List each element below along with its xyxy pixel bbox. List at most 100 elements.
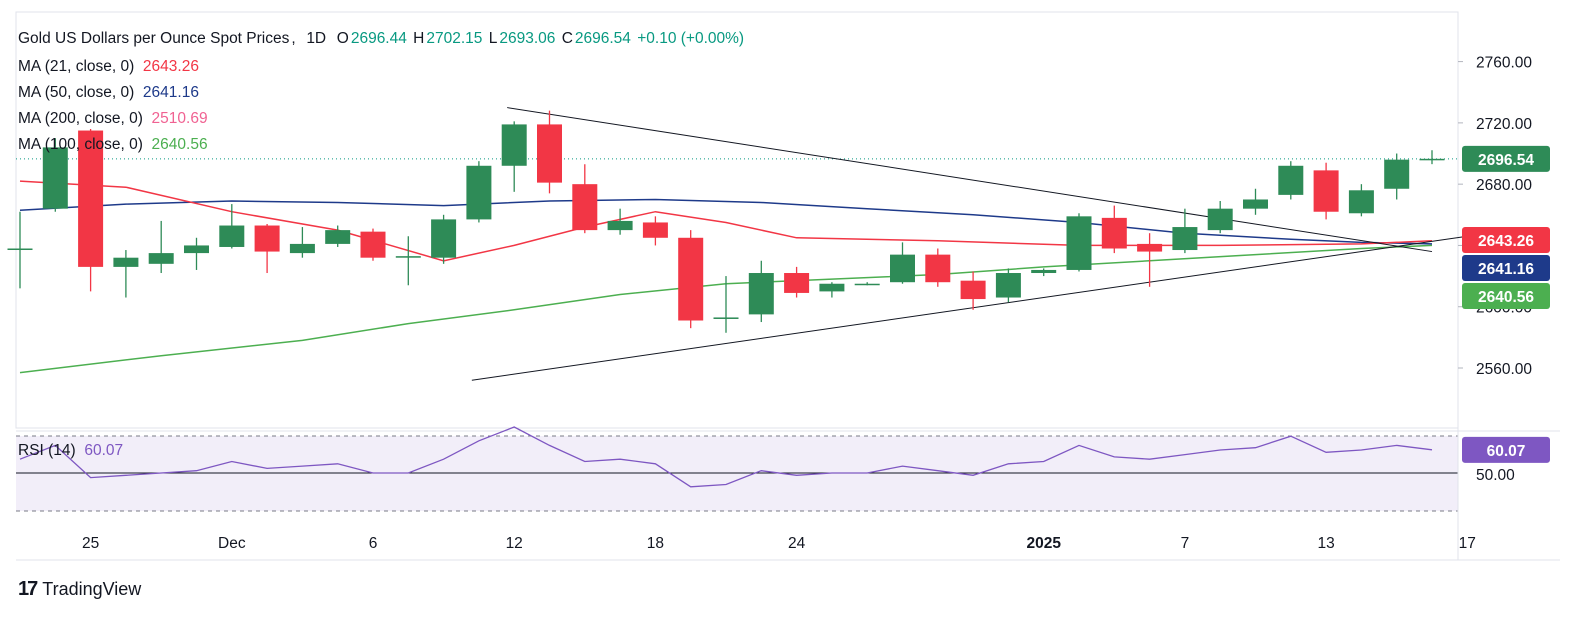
low-value: 2693.06 [499, 30, 556, 47]
candle-up [890, 254, 915, 283]
y-tick-label: 2720.00 [1476, 116, 1532, 133]
candle-up [7, 248, 33, 251]
candle-up [1066, 216, 1092, 270]
tradingview-logo: 17 TradingView [18, 578, 141, 601]
rsi-label: RSI (14) [18, 442, 76, 459]
candle-up [325, 230, 351, 244]
candle-up [748, 273, 774, 315]
rsi-tag: 60.07 [1487, 443, 1526, 460]
candle-down [784, 273, 810, 293]
indicator-label: MA (100, close, 0) [18, 136, 143, 153]
candle-up [1031, 269, 1057, 274]
candle-down [1137, 243, 1163, 252]
candle-up [1243, 199, 1268, 209]
ma50-price-tag: 2641.16 [1478, 261, 1534, 278]
open-value: 2696.44 [350, 30, 407, 47]
indicator-value: 2510.69 [151, 110, 208, 127]
candle-down [1313, 170, 1339, 212]
candle-up [466, 165, 492, 220]
x-tick-label: 6 [369, 535, 378, 552]
candle-up [1207, 208, 1233, 231]
candle-up [289, 243, 315, 254]
indicator-label: MA (200, close, 0) [18, 110, 143, 127]
ma100-price-tag: 2640.56 [1478, 289, 1534, 306]
indicator-value: 2640.56 [151, 136, 208, 153]
indicator-value: 2641.16 [142, 84, 199, 101]
ma21-price-tag: 2643.26 [1478, 233, 1534, 250]
candle-down [254, 225, 280, 252]
candle-down [678, 237, 704, 321]
candle-up [1172, 227, 1198, 251]
candle-down [572, 184, 598, 231]
symbol-header: Gold US Dollars per Ounce Spot Prices, 1… [18, 30, 745, 47]
candle-up [219, 225, 245, 247]
candle-up [113, 257, 139, 267]
indicator-label: MA (50, close, 0) [18, 84, 135, 101]
last-price-tag-bg [1462, 145, 1550, 172]
candle-up [1384, 159, 1410, 189]
x-tick-label: Dec [218, 535, 246, 552]
indicator-ma200[interactable]: MA (200, close, 0) 2510.69 [18, 110, 208, 128]
candle-up [501, 124, 527, 166]
interval-label: 1D [306, 30, 327, 47]
candle-up [854, 283, 880, 286]
candle-down [78, 130, 104, 267]
candle-down [960, 280, 986, 300]
tradingview-mark-icon: 17 [18, 578, 38, 600]
change-value: +0.10 (+0.00%) [637, 30, 745, 47]
indicator-label: MA (21, close, 0) [18, 58, 135, 75]
lower-trendline [471, 235, 1468, 381]
high-label: H [413, 30, 425, 47]
candle-up [607, 220, 633, 231]
x-tick-label: 24 [788, 535, 806, 552]
y-tick-label: 2680.00 [1476, 177, 1532, 194]
indicator-ma100[interactable]: MA (100, close, 0) 2640.56 [18, 136, 208, 154]
candle-up [713, 317, 739, 319]
candle-up [1278, 165, 1304, 195]
candle-down [360, 231, 386, 258]
ma50-price-tag-bg [1462, 255, 1550, 281]
low-label: L [488, 30, 498, 47]
close-value: 2696.54 [574, 30, 631, 47]
candle-up [819, 283, 845, 292]
candle-up [431, 219, 457, 258]
candle-down [1101, 217, 1127, 249]
last-price-tag: 2696.54 [1478, 152, 1534, 169]
tradingview-wordmark: TradingView [42, 579, 142, 599]
ma100-price-tag-bg [1462, 283, 1550, 309]
candle-down [537, 124, 562, 183]
candle-up [1348, 190, 1374, 214]
x-tick-label: 17 [1459, 535, 1476, 552]
y-tick-label: 2560.00 [1476, 361, 1532, 378]
upper-trendline [507, 107, 1433, 253]
indicator-ma21[interactable]: MA (21, close, 0) 2643.26 [18, 58, 199, 76]
ma50-line [19, 198, 1433, 245]
ma21-price-tag-bg [1462, 227, 1550, 253]
candle-up [148, 253, 174, 264]
candle-up [1419, 158, 1445, 161]
x-tick-label: 12 [506, 535, 523, 552]
rsi-tag-bg [1462, 436, 1550, 463]
x-tick-label: 2025 [1026, 535, 1061, 552]
symbol-name: Gold US Dollars per Ounce Spot Prices [18, 30, 290, 47]
ma100-line [19, 244, 1433, 374]
rsi-level-label: 50.00 [1476, 467, 1515, 484]
candle-up [184, 245, 209, 254]
open-label: O [336, 30, 349, 47]
candle-down [642, 222, 668, 238]
x-tick-label: 25 [82, 535, 99, 552]
x-tick-label: 7 [1181, 535, 1190, 552]
y-tick-label: 2760.00 [1476, 55, 1532, 72]
candle-up [42, 147, 68, 209]
close-label: C [561, 30, 573, 47]
indicator-ma50[interactable]: MA (50, close, 0) 2641.16 [18, 84, 199, 102]
candle-up [395, 256, 421, 258]
candle-up [995, 273, 1021, 298]
high-value: 2702.15 [426, 30, 483, 47]
indicator-value: 2643.26 [142, 58, 199, 75]
rsi-value: 60.07 [84, 442, 124, 459]
rsi-line [19, 426, 1433, 488]
rsi-legend[interactable]: RSI (14) 60.07 [18, 442, 123, 460]
x-tick-label: 13 [1317, 535, 1334, 552]
